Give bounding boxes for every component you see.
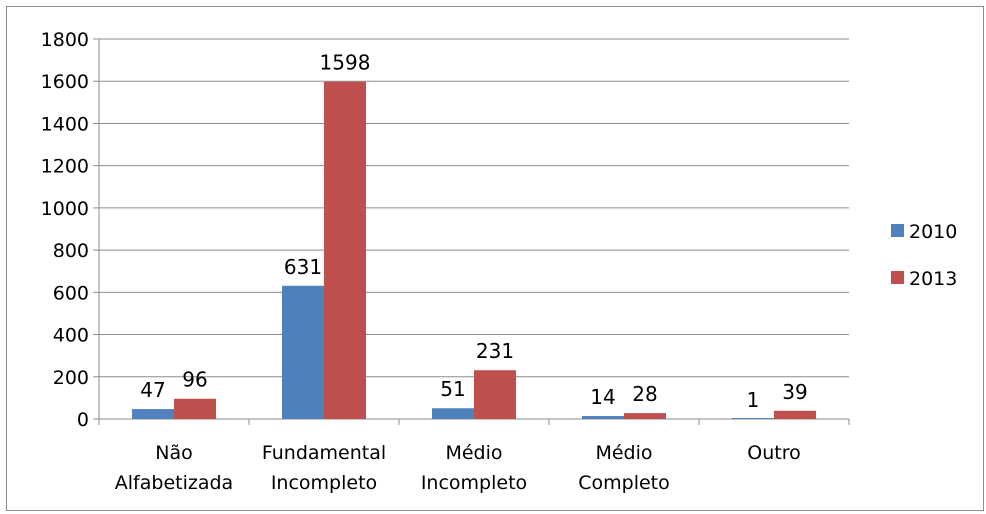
- data-label: 39: [782, 380, 807, 404]
- data-label: 631: [284, 255, 322, 279]
- bar-2013: [474, 370, 516, 419]
- y-tick-label: 1800: [41, 29, 89, 51]
- bar-2010: [732, 418, 774, 419]
- bar-2013: [174, 398, 216, 419]
- legend-swatch-2010: [891, 224, 904, 237]
- y-tick-label: 0: [77, 409, 89, 431]
- legend-label: 2013: [909, 268, 957, 290]
- x-tick-label: Alfabetizada: [115, 472, 233, 494]
- data-label: 231: [476, 339, 514, 363]
- x-tick-label: Fundamental: [262, 442, 386, 464]
- y-tick-label: 1000: [41, 198, 89, 220]
- y-tick-label: 400: [53, 325, 89, 347]
- bar-2010: [282, 285, 324, 419]
- bar-2010: [132, 409, 174, 419]
- data-label: 51: [440, 377, 465, 401]
- legend-swatch-2013: [891, 271, 904, 284]
- y-tick-label: 1600: [41, 71, 89, 93]
- bar-2013: [324, 81, 366, 420]
- x-tick-label: Outro: [747, 442, 800, 464]
- bars: [132, 81, 816, 420]
- y-tick-label: 200: [53, 367, 89, 389]
- bar-chart: 0 200 400 600 800 1000 1200 1400 1600 1800 47 96 63…: [41, 29, 958, 494]
- y-tick-label: 1200: [41, 156, 89, 178]
- bar-2013: [624, 413, 666, 419]
- data-label: 96: [182, 368, 207, 392]
- legend-label: 2010: [909, 221, 957, 243]
- y-tick-label: 600: [53, 282, 89, 304]
- bar-2010: [432, 408, 474, 419]
- data-label: 1: [747, 388, 760, 412]
- x-tick-labels: Não Alfabetizada Fundamental Incompleto Médi…: [115, 442, 801, 494]
- x-tick-label: Médio: [445, 442, 502, 464]
- data-labels: 47 96 631 1598 51 231 14 28 1 39: [140, 51, 807, 412]
- y-tick-label: 1400: [41, 113, 89, 135]
- chart-frame: 0 200 400 600 800 1000 1200 1400 1600 1800 47 96 63…: [6, 6, 984, 511]
- y-tick-labels: 0 200 400 600 800 1000 1200 1400 1600 1800: [41, 29, 89, 431]
- legend: 2010 2013: [891, 221, 957, 290]
- x-tick-label: Completo: [578, 472, 670, 494]
- data-label: 28: [632, 382, 657, 406]
- y-tick-label: 800: [53, 240, 89, 262]
- x-tick-label: Médio: [595, 442, 652, 464]
- data-label: 14: [590, 385, 615, 409]
- x-tick-label: Incompleto: [421, 472, 527, 494]
- gridlines: [99, 38, 849, 378]
- x-tick-label: Incompleto: [271, 472, 377, 494]
- data-label: 47: [140, 378, 165, 402]
- x-tick-label: Não: [155, 442, 192, 464]
- bar-2010: [582, 416, 624, 419]
- data-label: 1598: [320, 51, 371, 75]
- bar-2013: [774, 410, 816, 419]
